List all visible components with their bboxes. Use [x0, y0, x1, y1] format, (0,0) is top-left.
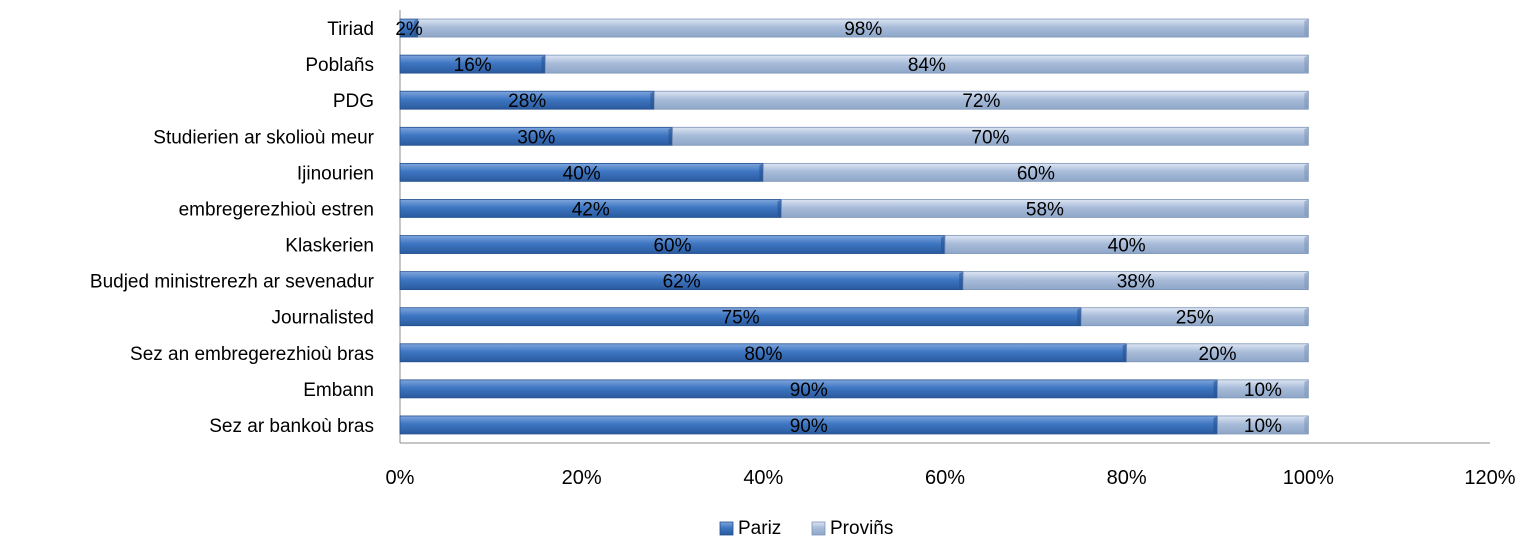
data-label: 70%: [971, 127, 1009, 148]
data-label: 98%: [844, 19, 882, 40]
category-label: Ijinourien: [297, 163, 374, 184]
category-label: Studierien ar skolioù meur: [153, 127, 374, 148]
data-label: 80%: [744, 344, 782, 365]
bar-provins: [1080, 307, 1309, 327]
category-label: Klaskerien: [285, 236, 374, 257]
data-label: 16%: [454, 55, 492, 76]
legend-label: Proviñs: [830, 518, 893, 539]
data-label: 72%: [962, 91, 1000, 112]
data-label: 75%: [722, 308, 760, 329]
data-label: 30%: [517, 127, 555, 148]
legend-item-pariz: Pariz: [719, 518, 781, 539]
data-label: 60%: [653, 236, 691, 257]
data-labels: 2% 98% 16% 84% 28% 72% 30% 70% 40% 60% 42% 58% 60% 40…: [395, 19, 1282, 437]
bar-provins: [762, 162, 1309, 182]
bar-pariz: [399, 199, 782, 218]
category-label: embregerezhioù estren: [179, 199, 374, 220]
category-label: Embann: [303, 380, 374, 401]
data-label: 20%: [1198, 344, 1236, 365]
category-label: Poblañs: [305, 55, 374, 76]
data-label: 2%: [395, 19, 423, 40]
x-tick-label: 60%: [925, 467, 965, 489]
data-label: 60%: [1017, 163, 1055, 184]
data-label: 28%: [508, 91, 546, 112]
x-tick-label: 0%: [386, 467, 415, 489]
legend-swatch: [719, 521, 734, 536]
bar-provins: [944, 235, 1309, 254]
data-label: 90%: [790, 416, 828, 437]
bar-provins: [1217, 415, 1309, 435]
bar-provins: [962, 271, 1309, 291]
bar-provins: [653, 90, 1309, 110]
x-tick-label: 40%: [743, 467, 783, 489]
legend: Pariz Proviñs: [719, 518, 893, 539]
data-label: 40%: [1108, 236, 1146, 257]
category-label: Tiriad: [327, 19, 374, 40]
legend-item-provins: Proviñs: [811, 518, 893, 539]
data-label: 42%: [572, 199, 610, 220]
bar-provins: [544, 54, 1309, 74]
legend-swatch: [811, 521, 826, 536]
data-label: 25%: [1176, 308, 1214, 329]
x-tick-label: 80%: [1107, 467, 1147, 489]
data-label: 10%: [1244, 416, 1282, 437]
data-label: 90%: [790, 380, 828, 401]
legend-label: Pariz: [738, 518, 781, 539]
x-tick-label: 100%: [1283, 467, 1334, 489]
data-label: 84%: [908, 55, 946, 76]
data-label: 62%: [663, 272, 701, 293]
category-label: Budjed ministrerezh ar sevenadur: [90, 272, 375, 293]
category-label: Journalisted: [272, 308, 374, 329]
bar-provins: [781, 199, 1309, 218]
data-label: 58%: [1026, 199, 1064, 220]
bar-provins: [1217, 379, 1309, 399]
data-label: 10%: [1244, 380, 1282, 401]
bar-provins: [417, 18, 1309, 38]
data-label: 38%: [1117, 272, 1155, 293]
category-label: Sez an embregerezhioù bras: [130, 344, 374, 365]
category-label: PDG: [333, 91, 374, 112]
bars: [399, 18, 1309, 435]
x-tick-label: 20%: [562, 467, 602, 489]
bar-pariz: [399, 18, 419, 38]
data-label: 40%: [563, 163, 601, 184]
bar-provins: [672, 126, 1309, 146]
category-label: Sez ar bankoù bras: [209, 416, 374, 437]
axes: 0% 20% 40% 60% 80% 100% 120% Tiriad Poblañs PDG St…: [90, 10, 1516, 489]
bar-provins: [1126, 343, 1309, 363]
x-tick-label: 120%: [1464, 467, 1515, 489]
